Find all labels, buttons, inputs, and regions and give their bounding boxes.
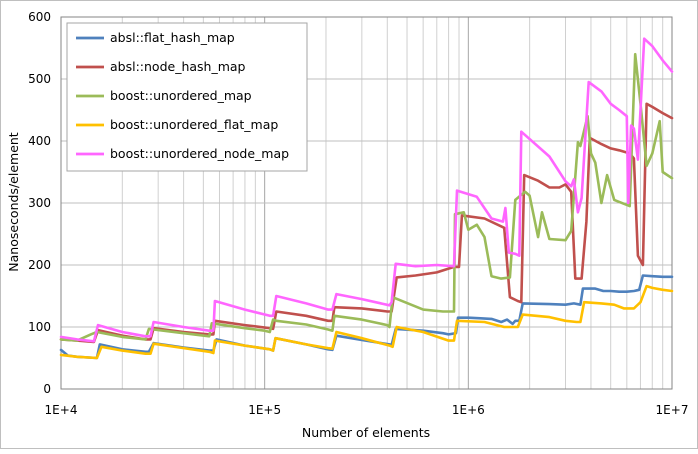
y-tick-label: 0 <box>43 382 51 396</box>
x-tick-label: 1E+4 <box>45 403 78 417</box>
tick-labels: 0 100 200 300 400 500 600 1E+4 1E+5 1E+6 1E+7 <box>28 10 688 417</box>
x-tick-label: 1E+6 <box>452 403 485 417</box>
y-tick-label: 500 <box>28 72 51 86</box>
legend: absl::flat_hash_mapabsl::node_hash_mapbo… <box>66 22 308 172</box>
legend-label: boost::unordered_flat_map <box>110 117 278 132</box>
x-tick-label: 1E+5 <box>248 403 281 417</box>
y-tick-label: 200 <box>28 258 51 272</box>
y-tick-label: 300 <box>28 196 51 210</box>
y-axis-title: Nanoseconds/element <box>6 132 21 272</box>
legend-box <box>66 22 308 172</box>
series-lines <box>59 37 674 360</box>
legend-label: absl::node_hash_map <box>110 59 246 74</box>
plot-area <box>60 16 673 390</box>
x-tick-label: 1E+7 <box>656 403 689 417</box>
x-axis-title: Number of elements <box>302 425 430 440</box>
y-tick-label: 100 <box>28 320 51 334</box>
series-line-boost-unordered-node-map <box>59 37 674 343</box>
legend-label: boost::unordered_node_map <box>110 146 289 161</box>
legend-label: boost::unordered_map <box>110 88 252 103</box>
y-tick-label: 400 <box>28 134 51 148</box>
series-line-boost-unordered-map <box>59 52 674 342</box>
legend-label: absl::flat_hash_map <box>110 30 235 45</box>
y-tick-label: 600 <box>28 10 51 24</box>
series-line-boost-unordered-flat-map <box>59 284 674 360</box>
